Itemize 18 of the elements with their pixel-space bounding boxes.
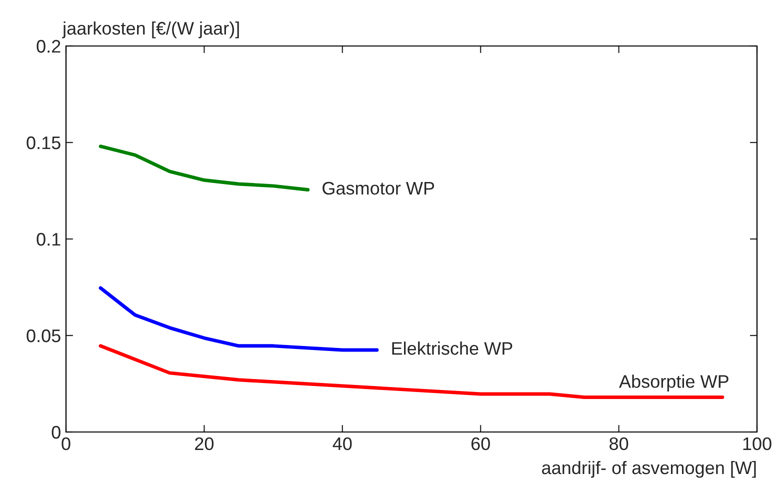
y-tick-label: 0.05 (26, 329, 60, 342)
line-series (98, 144, 310, 192)
x-tick-label: 0 (62, 437, 70, 450)
line-series (98, 286, 379, 352)
x-tick-label: 20 (195, 437, 214, 450)
y-tick-label: 0.2 (36, 40, 60, 53)
series-label: Elektrische WP (392, 342, 512, 355)
y-axis-title: jaarkosten [€/(W jaar)] (62, 21, 239, 38)
x-axis-title: aandrijf- of asvemogen [W] (542, 460, 756, 478)
series-label: Absorptie WP (619, 374, 728, 392)
y-tick-label: 0 (52, 426, 60, 439)
x-tick-label: 60 (471, 437, 490, 450)
y-tick-label: 0.1 (36, 232, 60, 246)
x-tick-label: 80 (610, 437, 628, 450)
x-tick-label: 100 (743, 437, 772, 450)
series-label: Gasmotor WP (322, 182, 434, 195)
y-tick-label: 0.15 (26, 136, 60, 150)
x-tick-label: 40 (332, 437, 352, 450)
